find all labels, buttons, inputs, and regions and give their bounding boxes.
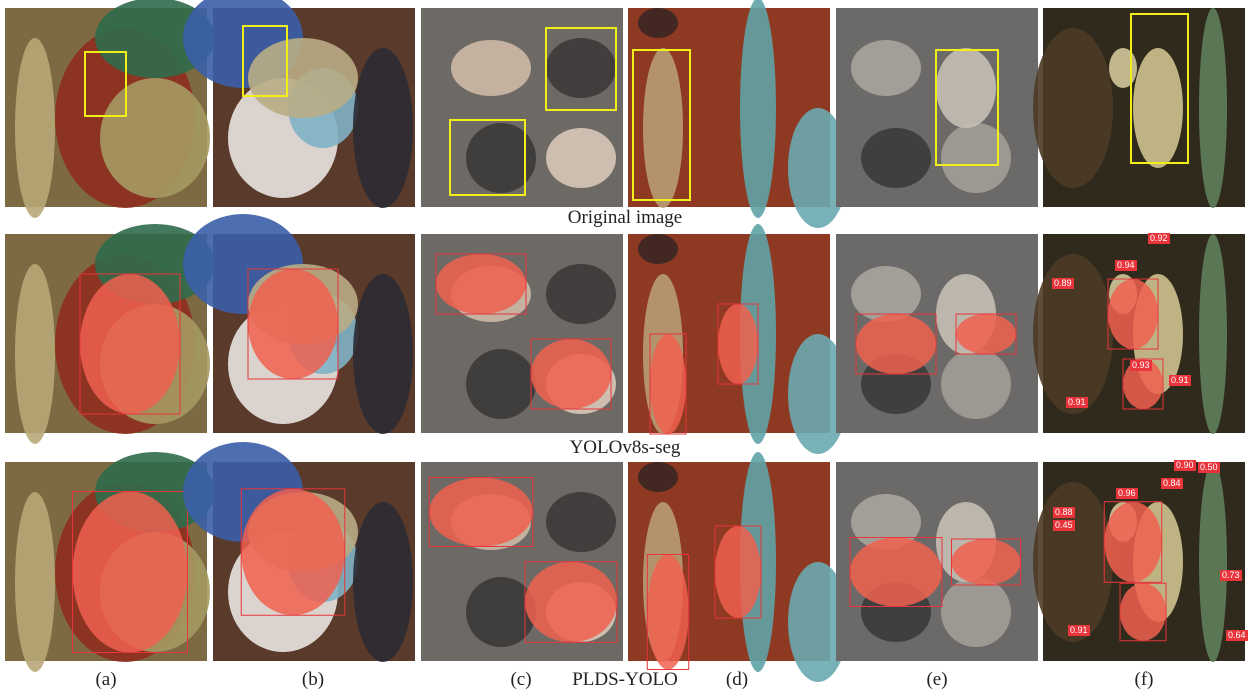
panel-image <box>628 452 848 682</box>
segmentation-mask <box>715 526 761 618</box>
image-region <box>1199 8 1227 208</box>
row-caption: PLDS-YOLO <box>572 669 678 690</box>
image-region <box>941 577 1011 647</box>
image-region <box>643 48 683 208</box>
segmentation-mask <box>952 539 1021 585</box>
detection-score: 0.93 <box>1132 360 1150 370</box>
panel-image <box>628 224 848 454</box>
image-region <box>353 502 413 662</box>
segmentation-mask <box>956 314 1016 354</box>
column-caption: (c) <box>510 669 531 690</box>
image-region <box>15 38 55 218</box>
image-region <box>1109 48 1137 88</box>
image-region <box>100 78 210 198</box>
detection-score: 0.45 <box>1055 520 1073 530</box>
segmentation-mask <box>531 339 611 409</box>
image-region <box>1033 28 1113 188</box>
image-region <box>941 349 1011 419</box>
segmentation-mask <box>647 555 688 670</box>
detection-score: 0.91 <box>1070 625 1088 635</box>
image-region <box>1133 48 1183 168</box>
segmentation-mask <box>718 304 758 384</box>
panel-image <box>836 8 1038 207</box>
column-caption: (a) <box>95 669 116 690</box>
panel-image <box>1033 234 1245 434</box>
image-region <box>466 349 536 419</box>
detection-score: 0.94 <box>1117 260 1135 270</box>
panel-image <box>183 442 415 662</box>
panel-image <box>1033 462 1245 662</box>
panel-image <box>628 0 848 228</box>
row-caption: YOLOv8s-seg <box>570 437 681 458</box>
image-region <box>936 48 996 128</box>
panel-image <box>183 214 415 434</box>
image-region <box>451 40 531 96</box>
segmentation-mask <box>73 492 188 653</box>
image-region <box>546 492 616 552</box>
image-region <box>638 234 678 264</box>
detection-score: 0.89 <box>1054 278 1072 288</box>
segmentation-mask <box>1104 502 1162 583</box>
image-region <box>861 128 931 188</box>
panel-image <box>183 0 415 208</box>
segmentation-mask <box>525 562 617 643</box>
panel-image <box>836 234 1038 433</box>
image-region <box>546 264 616 324</box>
image-region <box>1033 482 1113 642</box>
detection-score: 0.73 <box>1222 570 1240 580</box>
panel-image <box>5 452 215 672</box>
image-region <box>851 40 921 96</box>
panel-image <box>421 8 623 207</box>
column-caption: (e) <box>926 669 947 690</box>
segmentation-mask <box>850 538 942 607</box>
image-region <box>941 123 1011 193</box>
image-region <box>248 38 358 118</box>
image-region <box>1199 462 1227 662</box>
image-region <box>638 8 678 38</box>
segmentation-mask <box>650 334 686 434</box>
image-region <box>740 0 776 218</box>
segmentation-mask <box>80 274 180 414</box>
image-region <box>546 38 616 98</box>
detection-score: 0.91 <box>1068 397 1086 407</box>
column-caption: (d) <box>726 669 748 690</box>
detection-score: 0.92 <box>1150 233 1168 243</box>
panel-image <box>421 234 623 433</box>
image-region <box>1199 234 1227 434</box>
column-caption: (f) <box>1135 669 1154 690</box>
row-caption: Original image <box>568 207 683 228</box>
image-region <box>353 274 413 434</box>
segmentation-mask <box>1108 279 1158 349</box>
detection-score: 0.96 <box>1118 488 1136 498</box>
figure: 0.92 0.94 0.89 0.93 0.91 0.91 0.90 0.50 0.96 0.84… <box>0 0 1250 693</box>
detection-score: 0.84 <box>1163 478 1181 488</box>
detection-score: 0.64 <box>1228 630 1246 640</box>
column-caption: (b) <box>302 669 324 690</box>
segmentation-mask <box>429 478 533 547</box>
image-region <box>546 128 616 188</box>
image-region <box>353 48 413 208</box>
image-region <box>15 492 55 672</box>
panel-image <box>836 462 1038 661</box>
segmentation-mask <box>248 269 338 379</box>
panel-image <box>421 462 623 661</box>
panel-image <box>5 224 215 444</box>
image-region <box>638 462 678 492</box>
detection-score: 0.91 <box>1171 375 1189 385</box>
image-region <box>15 264 55 444</box>
panel-image <box>1033 8 1245 208</box>
detection-score: 0.90 <box>1176 460 1194 470</box>
detection-score: 0.88 <box>1055 507 1073 517</box>
segmentation-mask <box>241 489 345 616</box>
segmentation-mask <box>436 254 526 314</box>
segmentation-mask <box>856 314 936 374</box>
detection-score: 0.50 <box>1200 462 1218 472</box>
segmentation-mask <box>1120 583 1166 641</box>
